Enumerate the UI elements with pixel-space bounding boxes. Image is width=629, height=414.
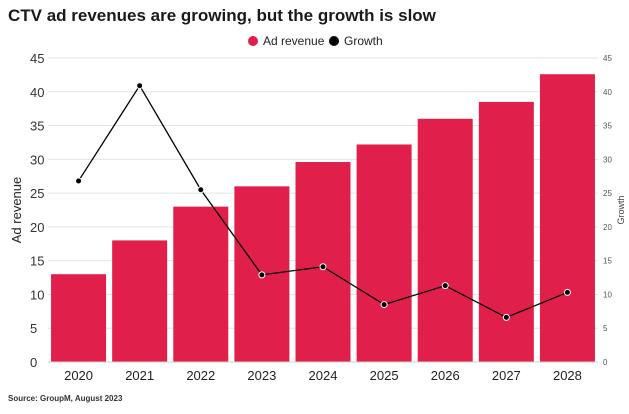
y-axis-title: Ad revenue: [9, 177, 24, 244]
growth-point: [380, 301, 388, 309]
x-tick-label: 2025: [370, 368, 399, 383]
bar: [356, 144, 412, 362]
growth-line-group: [75, 82, 571, 321]
growth-point: [197, 186, 205, 194]
bar: [478, 101, 534, 363]
x-tick-label: 2020: [64, 368, 93, 383]
y-tick-label: 20: [30, 220, 44, 235]
y-tick-label: 40: [30, 85, 44, 100]
growth-point: [258, 271, 266, 279]
source-note: Source: GroupM, August 2023: [8, 394, 123, 403]
y2-tick-label: 35: [603, 122, 612, 131]
legend-item-growth: Growth: [329, 34, 383, 48]
legend-swatch-ad-revenue: [248, 36, 258, 46]
y2-tick-label: 20: [603, 223, 612, 232]
x-tick-label: 2024: [309, 368, 338, 383]
y2-tick-label: 25: [603, 189, 612, 198]
bar: [417, 118, 473, 362]
y2-tick-label: 5: [603, 324, 608, 333]
x-tick-label: 2027: [492, 368, 521, 383]
bar: [51, 274, 107, 362]
y-tick-label: 0: [30, 355, 37, 370]
y2-axis-title: Growth: [616, 195, 626, 224]
legend-swatch-growth: [329, 36, 339, 46]
y-tick-label: 45: [30, 51, 44, 66]
bars-group: [51, 74, 595, 363]
bar: [173, 206, 229, 362]
y2-tick-label: 30: [603, 155, 612, 164]
y-tick-label: 5: [30, 321, 37, 336]
y-tick-label: 15: [30, 254, 44, 269]
y-tick-label: 30: [30, 152, 44, 167]
chart-svg: 0510152025303540450510152025303540452020…: [9, 51, 626, 383]
chart-title: CTV ad revenues are growing, but the gro…: [8, 6, 436, 25]
axes-group: 0510152025303540450510152025303540452020…: [9, 51, 626, 383]
y2-tick-label: 0: [603, 358, 608, 367]
y2-tick-label: 15: [603, 257, 612, 266]
y2-tick-label: 45: [603, 54, 612, 63]
growth-point: [319, 263, 327, 271]
bar: [295, 162, 351, 362]
growth-point: [136, 82, 144, 90]
y2-tick-label: 40: [603, 88, 612, 97]
x-tick-label: 2022: [186, 368, 215, 383]
y2-tick-label: 10: [603, 290, 612, 299]
x-tick-label: 2026: [431, 368, 460, 383]
legend-item-ad-revenue: Ad revenue: [248, 34, 324, 48]
legend: Ad revenue Growth: [0, 34, 629, 50]
bar: [539, 74, 595, 363]
legend-label-ad-revenue: Ad revenue: [263, 34, 325, 48]
growth-point: [441, 282, 449, 290]
bar: [112, 240, 168, 362]
growth-point: [563, 288, 571, 296]
x-tick-label: 2021: [125, 368, 154, 383]
growth-point: [75, 177, 83, 185]
y-tick-label: 25: [30, 186, 44, 201]
x-tick-label: 2028: [553, 368, 582, 383]
y-tick-label: 35: [30, 119, 44, 134]
y-tick-label: 10: [30, 287, 44, 302]
growth-point: [502, 313, 510, 321]
legend-label-growth: Growth: [344, 34, 383, 48]
x-tick-label: 2023: [247, 368, 276, 383]
